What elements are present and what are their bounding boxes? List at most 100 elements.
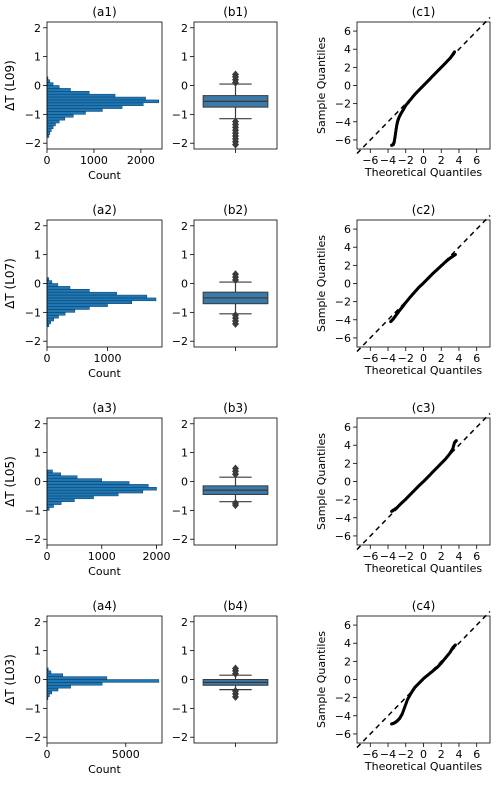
x-tick-label: 0 (44, 352, 51, 365)
histogram-bar (46, 119, 60, 124)
histogram-bar (46, 79, 51, 83)
panel-title: (b4) (223, 599, 248, 613)
panel-title: (c2) (412, 203, 436, 217)
x-tick-label: 2 (438, 154, 445, 167)
y-tick-label: 0 (34, 476, 41, 489)
panel-title: (b3) (223, 401, 248, 415)
histogram-bar (46, 85, 60, 89)
outlier-marker (232, 664, 239, 673)
outlier-marker (232, 501, 239, 510)
histogram-bar (46, 673, 64, 677)
x-tick-label: 0 (420, 352, 427, 365)
histogram-bar (46, 88, 71, 92)
y-tick-label: 2 (34, 616, 41, 629)
x-axis-label: Theoretical Quantiles (364, 166, 482, 179)
panel-title: (c3) (412, 401, 436, 415)
histogram-bar (46, 297, 157, 302)
y-tick-label: 2 (181, 220, 188, 233)
panel-title: (a4) (92, 599, 116, 613)
y-tick-label: 1 (181, 51, 188, 64)
histogram-bar (46, 117, 66, 121)
reference-line (356, 214, 491, 353)
qq-point (453, 643, 457, 647)
x-tick-label: −4 (380, 154, 396, 167)
histogram-bar (46, 481, 130, 485)
y-tick-label: 2 (344, 457, 351, 470)
histogram-bar (46, 312, 66, 316)
histogram-bar (46, 504, 54, 508)
y-tick-label: −2 (172, 533, 188, 546)
qq-point (454, 439, 458, 443)
histogram-bar (46, 300, 132, 304)
y-tick-label: 2 (34, 418, 41, 431)
histogram-bar (46, 286, 71, 290)
histogram-bar (46, 128, 52, 132)
histogram-bar (46, 317, 54, 322)
y-axis-label: ΔT (L03) (3, 654, 17, 705)
y-tick-label: −2 (172, 731, 188, 744)
x-tick-label: 0 (44, 748, 51, 761)
y-tick-label: 0 (34, 674, 41, 687)
histogram-bar (46, 105, 123, 109)
y-tick-label: −1 (172, 702, 188, 715)
y-tick-label: 6 (344, 223, 351, 236)
x-tick-label: 6 (473, 154, 480, 167)
y-tick-label: −2 (25, 731, 41, 744)
x-axis-label: Theoretical Quantiles (364, 562, 482, 575)
y-tick-label: −6 (335, 332, 351, 345)
histogram-bar (46, 682, 103, 686)
histogram-bar (46, 676, 108, 680)
y-tick-label: −2 (172, 137, 188, 150)
x-axis-label: Theoretical Quantiles (364, 364, 482, 377)
y-tick-label: 2 (181, 616, 188, 629)
y-tick-label: 2 (34, 22, 41, 35)
reference-line (356, 16, 491, 155)
y-tick-label: −1 (25, 504, 41, 517)
y-tick-label: −2 (172, 335, 188, 348)
y-tick-label: −1 (172, 108, 188, 121)
y-tick-label: 4 (344, 637, 351, 650)
histogram-bar (46, 320, 51, 325)
x-axis-label: Theoretical Quantiles (364, 760, 482, 773)
x-tick-label: 4 (455, 154, 462, 167)
x-axis-label: Count (88, 169, 121, 182)
y-tick-label: −4 (335, 710, 351, 723)
histogram-axes (46, 219, 163, 348)
x-tick-label: 4 (455, 352, 462, 365)
x-tick-label: 4 (455, 748, 462, 761)
x-tick-label: −2 (398, 550, 414, 563)
y-tick-label: 6 (344, 25, 351, 38)
histogram-bar (46, 99, 159, 104)
y-tick-label: 0 (181, 278, 188, 291)
histogram-bar (46, 484, 149, 488)
histogram-bar (46, 303, 108, 307)
y-tick-label: 0 (181, 476, 188, 489)
x-tick-label: 4 (455, 550, 462, 563)
y-tick-label: −4 (335, 512, 351, 525)
y-tick-label: −2 (335, 98, 351, 111)
y-tick-label: 4 (344, 43, 351, 56)
y-tick-label: 1 (34, 645, 41, 658)
y-tick-label: 2 (344, 259, 351, 272)
y-axis-label: Sample Quantiles (315, 37, 328, 134)
histogram-bar (46, 478, 103, 482)
qq-point (453, 50, 457, 54)
outlier-marker (232, 270, 239, 279)
y-tick-label: −2 (335, 494, 351, 507)
x-tick-label: 1000 (80, 154, 108, 167)
y-tick-label: 2 (181, 22, 188, 35)
panel-title: (c1) (412, 5, 436, 19)
y-axis-label: ΔT (L07) (3, 258, 17, 309)
y-tick-label: 0 (181, 674, 188, 687)
histogram-bar (46, 114, 74, 118)
x-tick-label: 2 (438, 748, 445, 761)
panel-title: (a1) (92, 5, 116, 19)
x-tick-label: −2 (398, 154, 414, 167)
x-tick-label: 0 (420, 550, 427, 563)
x-tick-label: −4 (380, 352, 396, 365)
y-tick-label: −2 (335, 692, 351, 705)
outlier-marker (232, 140, 239, 149)
histogram-bar (46, 102, 144, 106)
x-axis-label: Count (88, 763, 121, 776)
y-axis-label: Sample Quantiles (315, 433, 328, 530)
